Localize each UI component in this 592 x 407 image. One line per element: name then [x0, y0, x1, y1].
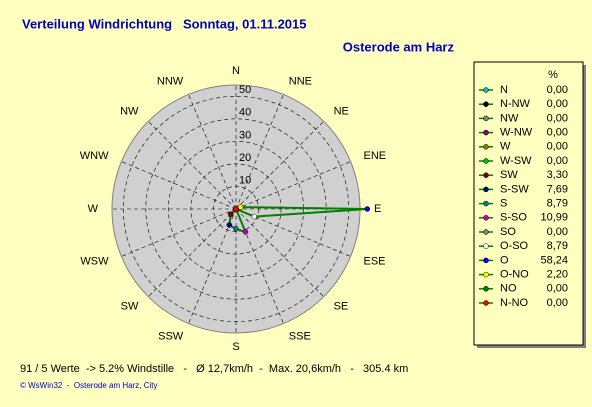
legend-value: 0,00	[547, 283, 568, 295]
legend-value: 0,00	[547, 98, 568, 110]
data-point	[227, 211, 234, 218]
legend-label: O	[500, 254, 509, 266]
direction-label: WNW	[80, 150, 109, 162]
legend-marker	[483, 144, 489, 150]
legend-label: NW	[500, 112, 519, 124]
legend-marker	[483, 271, 489, 278]
legend-value: 7,69	[547, 183, 568, 195]
data-point	[237, 204, 244, 210]
legend-marker	[483, 286, 489, 292]
legend-label: NO	[500, 283, 517, 295]
direction-label: SE	[334, 300, 349, 312]
legend-value: 10,99	[540, 212, 568, 224]
legend-value: 8,79	[547, 240, 568, 252]
legend-value: 0,00	[547, 297, 568, 309]
legend-marker	[483, 87, 489, 93]
legend-marker	[483, 115, 489, 122]
r-tick-label: 10	[239, 174, 251, 186]
direction-label: SSW	[158, 330, 184, 342]
direction-label: WSW	[80, 256, 109, 268]
chart-subtitle: Osterode am Harz	[343, 39, 455, 54]
legend-marker	[483, 129, 489, 136]
r-tick-label: 40	[239, 107, 251, 119]
legend-label: N	[500, 84, 508, 96]
direction-label: NE	[334, 105, 349, 117]
legend-label: O-NO	[500, 269, 529, 281]
data-point	[233, 226, 239, 232]
direction-label: ESE	[363, 256, 385, 268]
legend-marker	[483, 172, 489, 178]
data-point	[226, 222, 233, 228]
legend-value: 0,00	[547, 226, 568, 238]
legend-marker	[483, 215, 489, 221]
legend-label: O-SO	[500, 240, 529, 252]
direction-label: N	[232, 65, 240, 77]
footer: 91 / 5 Werte -> 5.2% Windstille - Ø 12,7…	[20, 363, 408, 375]
grid-ring	[190, 163, 282, 255]
direction-label: NNE	[289, 75, 312, 87]
legend-marker	[483, 229, 489, 235]
r-tick-label: 30	[239, 129, 251, 141]
legend-marker	[483, 186, 489, 193]
legend-label: S	[500, 198, 507, 210]
legend-title: %	[548, 69, 558, 81]
direction-label: W	[88, 203, 99, 215]
r-tick-label: 50	[239, 84, 251, 96]
direction-label: ENE	[363, 150, 386, 162]
legend-marker	[483, 243, 489, 249]
legend-label: SO	[500, 226, 516, 238]
legend-value: 0,00	[547, 141, 568, 153]
legend-label: W-SW	[500, 155, 532, 167]
data-point	[233, 206, 239, 212]
chart-title: Verteilung Windrichtung Sonntag, 01.11.2…	[22, 16, 307, 31]
legend-label: S-SO	[500, 212, 527, 224]
legend-value: 3,30	[547, 169, 568, 181]
credit: © WsWin32 - Osterode am Harz, City	[20, 381, 157, 390]
legend-marker	[483, 101, 489, 107]
direction-label: E	[374, 203, 381, 215]
direction-label: SW	[121, 300, 139, 312]
legend-label: S-SW	[500, 183, 529, 195]
data-line	[228, 206, 368, 234]
direction-label: SSE	[289, 330, 311, 342]
legend-value: 58,24	[540, 254, 568, 266]
direction-label: NNW	[157, 75, 184, 87]
legend-label: W	[500, 141, 511, 153]
legend-value: 0,00	[547, 112, 568, 124]
r-tick-label: 20	[239, 152, 251, 164]
legend-marker	[483, 158, 489, 164]
legend-marker	[483, 300, 489, 306]
direction-label: NW	[120, 105, 139, 117]
legend-value: 0,00	[547, 127, 568, 139]
legend-marker	[483, 200, 489, 207]
data-point	[242, 229, 249, 235]
data-point	[364, 206, 371, 212]
legend-label: N-NO	[500, 297, 529, 309]
legend-value: 0,00	[547, 84, 568, 96]
legend-label: N-NW	[500, 98, 531, 110]
legend-marker	[483, 257, 489, 264]
data-point	[251, 213, 258, 220]
direction-label: S	[232, 341, 239, 353]
legend-label: W-NW	[500, 127, 533, 139]
legend-value: 2,20	[547, 269, 568, 281]
legend-label: SW	[500, 169, 518, 181]
legend-value: 8,79	[547, 198, 568, 210]
legend-value: 0,00	[547, 155, 568, 167]
